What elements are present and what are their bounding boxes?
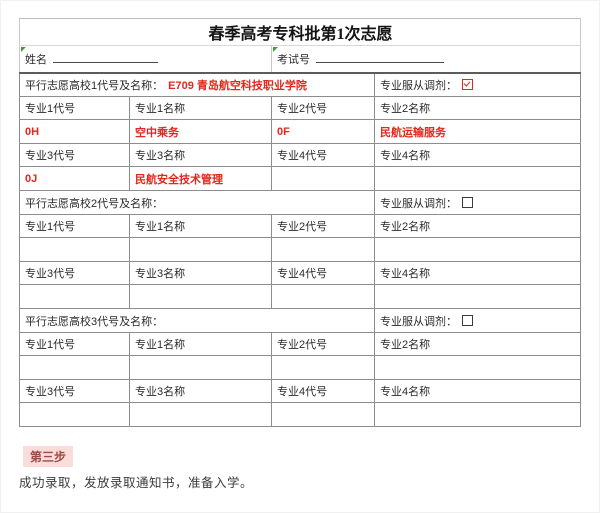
- value-cell: [129, 402, 272, 427]
- school2-adjust-cell: 专业服从调剂：: [373, 190, 582, 215]
- adjust-label: 专业服从调剂：: [380, 197, 457, 210]
- exam-no-blank-line: [316, 50, 445, 64]
- value-cell: 民航安全技术管理: [129, 166, 272, 191]
- value-cell: [19, 237, 130, 262]
- adjust-label: 专业服从调剂：: [380, 315, 457, 328]
- header-cell: 专业4名称: [373, 261, 582, 285]
- name-blank-line: [53, 50, 159, 64]
- value-cell: [373, 166, 582, 191]
- value-cell: [271, 284, 375, 309]
- header-cell: 专业4名称: [373, 143, 582, 167]
- adjust-label: 专业服从调剂：: [380, 79, 457, 92]
- adjust-checkbox[interactable]: [462, 314, 473, 326]
- school1-cell: 平行志愿高校1代号及名称： E709 青岛航空科技职业学院: [19, 72, 375, 97]
- cell-corner-flag-icon: [21, 47, 26, 52]
- value-cell: 民航运输服务: [373, 119, 582, 144]
- value-cell: 0J: [19, 166, 130, 191]
- school2-label: 平行志愿高校2代号及名称：: [25, 197, 164, 210]
- value-cell: [271, 237, 375, 262]
- header-cell: 专业1代号: [19, 96, 130, 120]
- header-cell: 专业4名称: [373, 379, 582, 403]
- value-cell: [271, 402, 375, 427]
- school1-label: 平行志愿高校1代号及名称：: [25, 79, 164, 92]
- school1-adjust-cell: 专业服从调剂：: [373, 72, 582, 97]
- header-cell: 专业3名称: [129, 261, 272, 285]
- header-cell: 专业3代号: [19, 261, 130, 285]
- value-cell: [373, 402, 582, 427]
- name-cell: 姓名: [19, 45, 272, 74]
- exam-no-cell: 考试号: [270, 45, 582, 74]
- value-cell: 0F: [271, 119, 375, 144]
- header-cell: 专业2代号: [271, 332, 375, 356]
- step-three-description: 成功录取，发放录取通知书，准备入学。: [19, 476, 254, 490]
- header-cell: 专业3代号: [19, 143, 130, 167]
- cell-corner-flag-icon: [273, 47, 278, 52]
- header-cell: 专业3名称: [129, 379, 272, 403]
- value-cell: [19, 402, 130, 427]
- header-cell: 专业2代号: [271, 214, 375, 238]
- school3-adjust-cell: 专业服从调剂：: [373, 308, 582, 333]
- header-cell: 专业1代号: [19, 332, 130, 356]
- value-cell: [271, 166, 375, 191]
- school2-cell: 平行志愿高校2代号及名称：: [19, 190, 375, 215]
- header-cell: 专业1代号: [19, 214, 130, 238]
- header-cell: 专业4代号: [271, 261, 375, 285]
- school1-value: E709 青岛航空科技职业学院: [168, 79, 307, 92]
- header-cell: 专业1名称: [129, 96, 272, 120]
- form-title: 春季高考专科批第1次志愿: [18, 18, 582, 46]
- header-cell: 专业4代号: [271, 379, 375, 403]
- header-cell: 专业3代号: [19, 379, 130, 403]
- header-cell: 专业2代号: [271, 96, 375, 120]
- value-cell: [129, 355, 272, 380]
- value-cell: [19, 284, 130, 309]
- header-cell: 专业1名称: [129, 214, 272, 238]
- value-cell: [19, 355, 130, 380]
- value-cell: [373, 237, 582, 262]
- step-three-badge: 第三步: [23, 446, 74, 467]
- value-cell: [129, 237, 272, 262]
- adjust-checkbox[interactable]: [462, 196, 473, 208]
- value-cell: 空中乘务: [129, 119, 272, 144]
- volunteer-application-table: 春季高考专科批第1次志愿 姓名 考试号 平行志愿高校1代号及名称： E709 青岛…: [18, 18, 582, 427]
- value-cell: [129, 284, 272, 309]
- header-cell: 专业3名称: [129, 143, 272, 167]
- header-cell: 专业1名称: [129, 332, 272, 356]
- header-cell: 专业2名称: [373, 96, 582, 120]
- adjust-checkbox[interactable]: [462, 78, 473, 90]
- value-cell: 0H: [19, 119, 130, 144]
- header-cell: 专业2名称: [373, 332, 582, 356]
- value-cell: [373, 355, 582, 380]
- header-cell: 专业4代号: [271, 143, 375, 167]
- name-label: 姓名: [25, 54, 47, 67]
- value-cell: [373, 284, 582, 309]
- header-cell: 专业2名称: [373, 214, 582, 238]
- school3-label: 平行志愿高校3代号及名称：: [25, 315, 164, 328]
- school3-cell: 平行志愿高校3代号及名称：: [19, 308, 375, 333]
- exam-no-label: 考试号: [277, 54, 310, 67]
- value-cell: [271, 355, 375, 380]
